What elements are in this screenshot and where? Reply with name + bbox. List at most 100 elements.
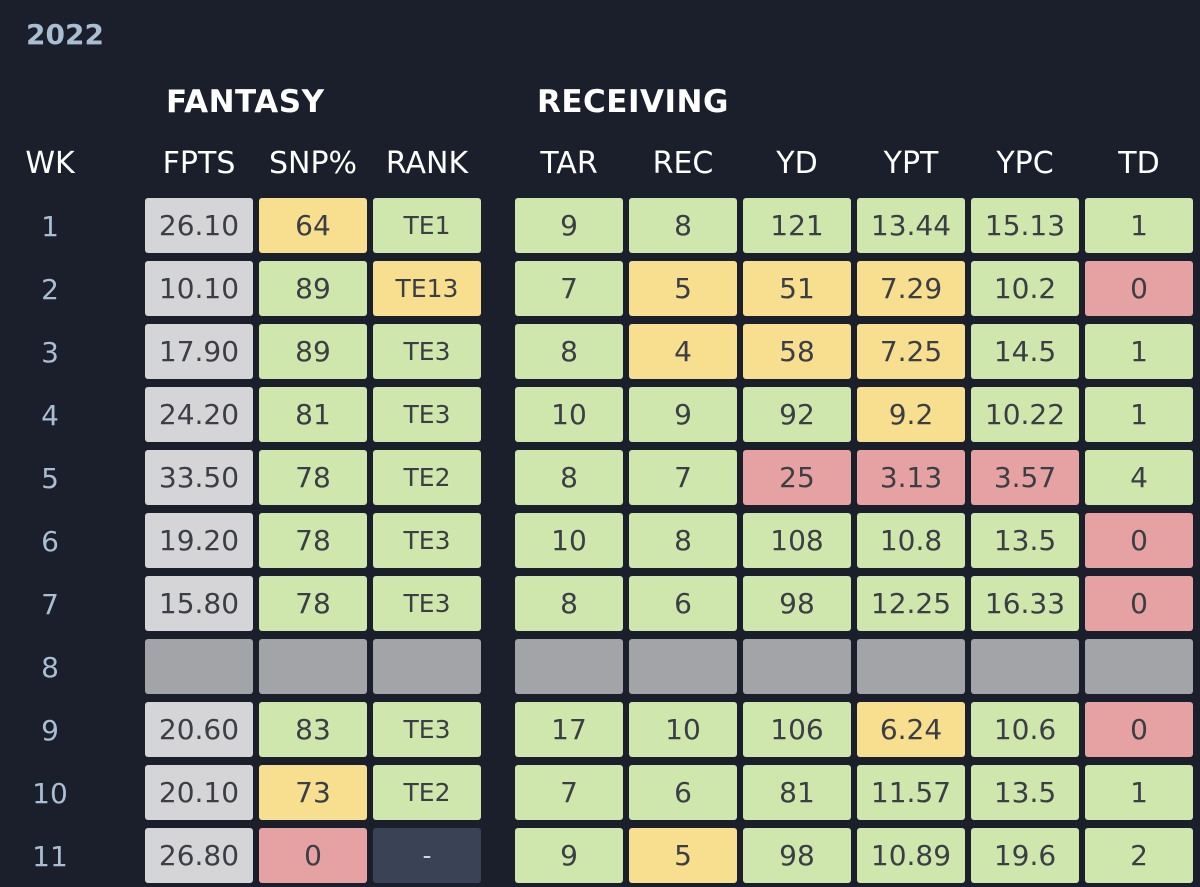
snp-cell: 78 [259, 450, 367, 505]
ypc-cell: 15.13 [971, 198, 1079, 253]
header-wk[interactable]: WK [25, 146, 75, 181]
header-ypt[interactable]: YPT [883, 146, 939, 181]
snp-cell: 89 [259, 324, 367, 379]
fpts-cell: 10.10 [145, 261, 253, 316]
yd-cell: 108 [743, 513, 851, 568]
ypc-cell: 14.5 [971, 324, 1079, 379]
ypc-cell: 10.2 [971, 261, 1079, 316]
ypt-cell: 10.89 [857, 828, 965, 883]
ypc-cell: 13.5 [971, 765, 1079, 820]
fpts-cell: 20.60 [145, 702, 253, 757]
rank-cell: TE3 [373, 702, 481, 757]
snp-cell [259, 639, 367, 694]
ypc-cell: 19.6 [971, 828, 1079, 883]
ypc-cell: 16.33 [971, 576, 1079, 631]
ypt-cell: 12.25 [857, 576, 965, 631]
yd-cell: 58 [743, 324, 851, 379]
season-label: 2022 [26, 18, 104, 51]
tar-cell: 7 [515, 765, 623, 820]
yd-cell: 98 [743, 828, 851, 883]
header-ypc[interactable]: YPC [996, 146, 1054, 181]
rec-cell: 6 [629, 765, 737, 820]
ypc-cell: 13.5 [971, 513, 1079, 568]
snp-cell: 78 [259, 513, 367, 568]
fantasy-group-header: FANTASY [166, 84, 325, 120]
rec-cell: 4 [629, 324, 737, 379]
header-rank[interactable]: RANK [385, 146, 469, 181]
header-fpts[interactable]: FPTS [162, 146, 236, 181]
ypc-cell [971, 639, 1079, 694]
ypc-cell: 10.6 [971, 702, 1079, 757]
snp-cell: 78 [259, 576, 367, 631]
rec-cell: 8 [629, 513, 737, 568]
yd-cell: 25 [743, 450, 851, 505]
ypc-cell: 3.57 [971, 450, 1079, 505]
td-cell: 0 [1085, 513, 1193, 568]
td-cell: 1 [1085, 198, 1193, 253]
rec-cell: 8 [629, 198, 737, 253]
td-cell [1085, 639, 1193, 694]
td-cell: 0 [1085, 702, 1193, 757]
tar-cell: 7 [515, 261, 623, 316]
rank-cell: - [373, 828, 481, 883]
week-number: 2 [41, 273, 59, 306]
ypt-cell [857, 639, 965, 694]
tar-cell: 8 [515, 450, 623, 505]
snp-cell: 73 [259, 765, 367, 820]
ypc-cell: 10.22 [971, 387, 1079, 442]
td-cell: 0 [1085, 261, 1193, 316]
ypt-cell: 11.57 [857, 765, 965, 820]
td-cell: 0 [1085, 576, 1193, 631]
fpts-cell [145, 639, 253, 694]
td-cell: 1 [1085, 765, 1193, 820]
fpts-cell: 24.20 [145, 387, 253, 442]
week-number: 10 [32, 777, 68, 810]
ypt-cell: 7.25 [857, 324, 965, 379]
snp-cell: 0 [259, 828, 367, 883]
tar-cell [515, 639, 623, 694]
week-number: 8 [41, 651, 59, 684]
rec-cell: 6 [629, 576, 737, 631]
ypt-cell: 6.24 [857, 702, 965, 757]
snp-cell: 83 [259, 702, 367, 757]
rank-cell: TE2 [373, 450, 481, 505]
fpts-cell: 26.10 [145, 198, 253, 253]
header-td[interactable]: TD [1118, 146, 1160, 181]
tar-cell: 10 [515, 513, 623, 568]
fpts-cell: 17.90 [145, 324, 253, 379]
snp-cell: 81 [259, 387, 367, 442]
rec-cell: 9 [629, 387, 737, 442]
fpts-cell: 26.80 [145, 828, 253, 883]
rank-cell: TE3 [373, 324, 481, 379]
rec-cell: 10 [629, 702, 737, 757]
ypt-cell: 13.44 [857, 198, 965, 253]
yd-cell: 98 [743, 576, 851, 631]
td-cell: 1 [1085, 387, 1193, 442]
header-snp[interactable]: SNP% [268, 146, 358, 181]
header-rec[interactable]: REC [652, 146, 714, 181]
ypt-cell: 9.2 [857, 387, 965, 442]
week-number: 1 [41, 210, 59, 243]
fpts-cell: 33.50 [145, 450, 253, 505]
rec-cell: 5 [629, 828, 737, 883]
tar-cell: 9 [515, 198, 623, 253]
tar-cell: 9 [515, 828, 623, 883]
yd-cell: 81 [743, 765, 851, 820]
yd-cell: 121 [743, 198, 851, 253]
rank-cell: TE3 [373, 576, 481, 631]
snp-cell: 89 [259, 261, 367, 316]
tar-cell: 8 [515, 576, 623, 631]
ypt-cell: 7.29 [857, 261, 965, 316]
td-cell: 4 [1085, 450, 1193, 505]
week-number: 11 [32, 840, 68, 873]
header-yd[interactable]: YD [776, 146, 818, 181]
yd-cell [743, 639, 851, 694]
week-number: 5 [41, 462, 59, 495]
rank-cell: TE3 [373, 513, 481, 568]
rec-cell: 7 [629, 450, 737, 505]
receiving-group-header: RECEIVING [537, 84, 729, 120]
header-tar[interactable]: TAR [540, 146, 598, 181]
yd-cell: 92 [743, 387, 851, 442]
fpts-cell: 19.20 [145, 513, 253, 568]
fpts-cell: 20.10 [145, 765, 253, 820]
